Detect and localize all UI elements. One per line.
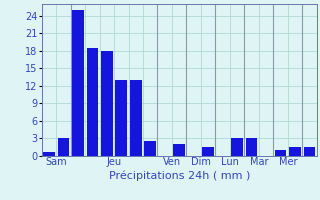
Bar <box>231 138 243 156</box>
Bar <box>58 138 69 156</box>
Bar <box>86 48 98 156</box>
Bar <box>130 80 141 156</box>
Bar <box>144 141 156 156</box>
Bar <box>72 10 84 156</box>
X-axis label: Précipitations 24h ( mm ): Précipitations 24h ( mm ) <box>108 170 250 181</box>
Bar <box>101 51 113 156</box>
Bar <box>173 144 185 156</box>
Bar <box>289 147 301 156</box>
Bar <box>246 138 257 156</box>
Bar <box>202 147 214 156</box>
Bar <box>304 147 315 156</box>
Bar <box>116 80 127 156</box>
Bar <box>275 150 286 156</box>
Bar <box>43 152 55 156</box>
